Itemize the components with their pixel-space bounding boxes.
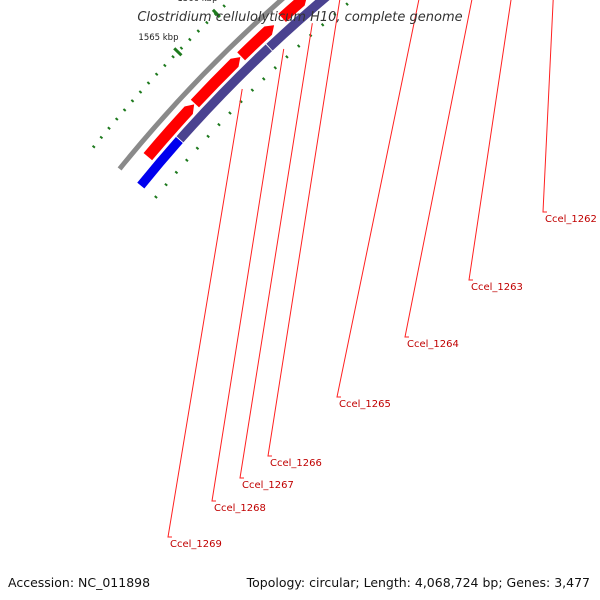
gene-label: Ccel_1262: [545, 214, 597, 225]
gene-label: Ccel_1266: [270, 458, 322, 469]
gene-leader-line: [239, 23, 313, 479]
gene-leader-line: [167, 88, 243, 538]
genome-summary-text: Topology: circular; Length: 4,068,724 bp…: [246, 575, 590, 590]
gene-label: Ccel_1264: [407, 339, 459, 350]
gene-leader-line: [404, 0, 473, 338]
gene-label: Ccel_1263: [471, 282, 523, 293]
cog-feature: [265, 0, 331, 52]
cds-feature: [236, 24, 276, 62]
tick-mark: [173, 47, 183, 57]
tick-mark: [211, 8, 221, 19]
gene-leader-line: [468, 0, 512, 281]
gene-label-layer: Ccel_1262 Ccel_1263 Ccel_1264 Ccel_1265 Ccel…: [167, 0, 597, 550]
gene-leader-line: [267, 0, 341, 457]
gene-leader-line: [211, 48, 285, 502]
cog-feature: [175, 43, 274, 144]
gene-label: Ccel_1269: [170, 539, 222, 550]
tick-label: 1565 kbp: [138, 33, 178, 43]
accession-text: Accession: NC_011898: [8, 575, 151, 590]
cog-track: [136, 0, 331, 190]
gene-leader-line: [336, 0, 420, 398]
gene-leader-line: [542, 0, 554, 213]
cds-feature: [277, 0, 307, 24]
gene-label: Ccel_1267: [242, 480, 294, 491]
cds-feature: [189, 56, 242, 109]
backbone-line: [117, 0, 286, 171]
tick-label: 1566 kbp: [177, 0, 217, 4]
cds-feature: [142, 103, 196, 162]
gene-label: Ccel_1268: [214, 503, 266, 514]
ruler-track: 1565 kbp1566 kbp1567 kbp1568 kbp1569 kbp…: [91, 0, 355, 199]
cds-track: [142, 0, 313, 162]
gene-label: Ccel_1265: [339, 399, 391, 410]
map-title: Clostridium cellulolyticum H10, complete…: [137, 10, 463, 25]
backbone-track: [117, 0, 286, 171]
